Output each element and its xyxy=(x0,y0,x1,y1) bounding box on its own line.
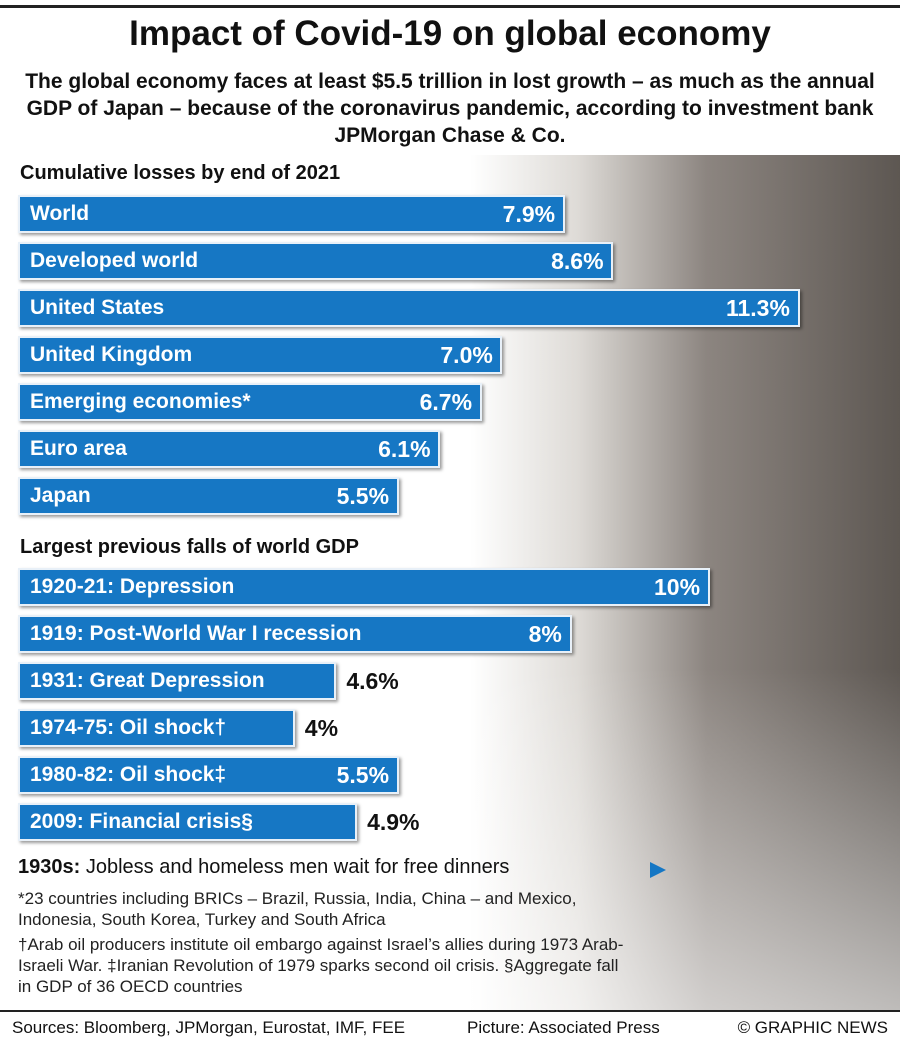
value-label: 4.9% xyxy=(367,809,420,835)
bar xyxy=(18,615,572,653)
bar xyxy=(18,803,358,841)
value-label: 5.5% xyxy=(336,483,390,509)
bar xyxy=(18,709,295,747)
bar xyxy=(18,756,399,794)
caption-label: 1930s: xyxy=(18,856,81,878)
arrow xyxy=(650,862,666,878)
bar xyxy=(18,289,800,327)
value-label: 4.6% xyxy=(346,668,399,694)
category-label: Emerging economies* xyxy=(30,390,251,413)
category-label: 1931: Great Depression xyxy=(30,669,265,692)
category-label: World xyxy=(30,202,90,225)
bottom-rule xyxy=(0,1010,900,1012)
value-label: 6.1% xyxy=(378,436,431,462)
caption: 1930s: Jobless and homeless men wait for… xyxy=(18,856,509,879)
top-rule xyxy=(0,5,900,8)
value-label: 8% xyxy=(528,621,562,647)
sources: Sources: Bloomberg, JPMorgan, Eurostat, … xyxy=(12,1018,406,1037)
category-label: 1980-82: Oil shock‡ xyxy=(30,763,227,786)
bar xyxy=(18,195,565,233)
chart-title: Cumulative losses by end of 2021 xyxy=(20,162,341,184)
bar xyxy=(18,336,503,374)
category-label: 1974-75: Oil shock† xyxy=(30,716,227,739)
note: †Arab oil producers institute oil embarg… xyxy=(18,935,624,996)
bar xyxy=(18,568,710,606)
value-label: 8.6% xyxy=(551,248,604,274)
bar xyxy=(18,383,482,421)
category-label: United States xyxy=(30,296,165,319)
credit: © GRAPHIC NEWS xyxy=(737,1018,888,1037)
category-label: Euro area xyxy=(30,437,127,460)
note: *23 countries including BRICs – Brazil, … xyxy=(18,889,577,929)
picture-credit: Picture: Associated Press xyxy=(467,1018,660,1037)
bar xyxy=(18,430,441,468)
bar xyxy=(18,477,399,515)
subtitle: The global economy faces at least $5.5 t… xyxy=(25,70,875,147)
title: Impact of Covid-19 on global economy xyxy=(129,14,771,53)
value-label: 11.3% xyxy=(725,295,790,321)
value-label: 10% xyxy=(654,574,701,600)
caption-text: Jobless and homeless men wait for free d… xyxy=(85,856,510,878)
category-label: Japan xyxy=(30,484,91,507)
value-label: 6.7% xyxy=(419,389,473,415)
category-label: 2009: Financial crisis§ xyxy=(30,810,253,833)
category-label: 1919: Post-World War I recession xyxy=(30,622,362,645)
bar xyxy=(18,662,337,700)
chart-title: Largest previous falls of world GDP xyxy=(20,536,359,558)
bar xyxy=(18,242,614,280)
value-label: 4% xyxy=(304,715,339,741)
value-label: 5.5% xyxy=(336,762,390,788)
category-label: United Kingdom xyxy=(30,343,193,366)
value-label: 7.9% xyxy=(502,201,556,227)
value-label: 7.0% xyxy=(440,342,493,368)
category-label: 1920-21: Depression xyxy=(30,575,235,598)
category-label: Developed world xyxy=(30,249,199,272)
